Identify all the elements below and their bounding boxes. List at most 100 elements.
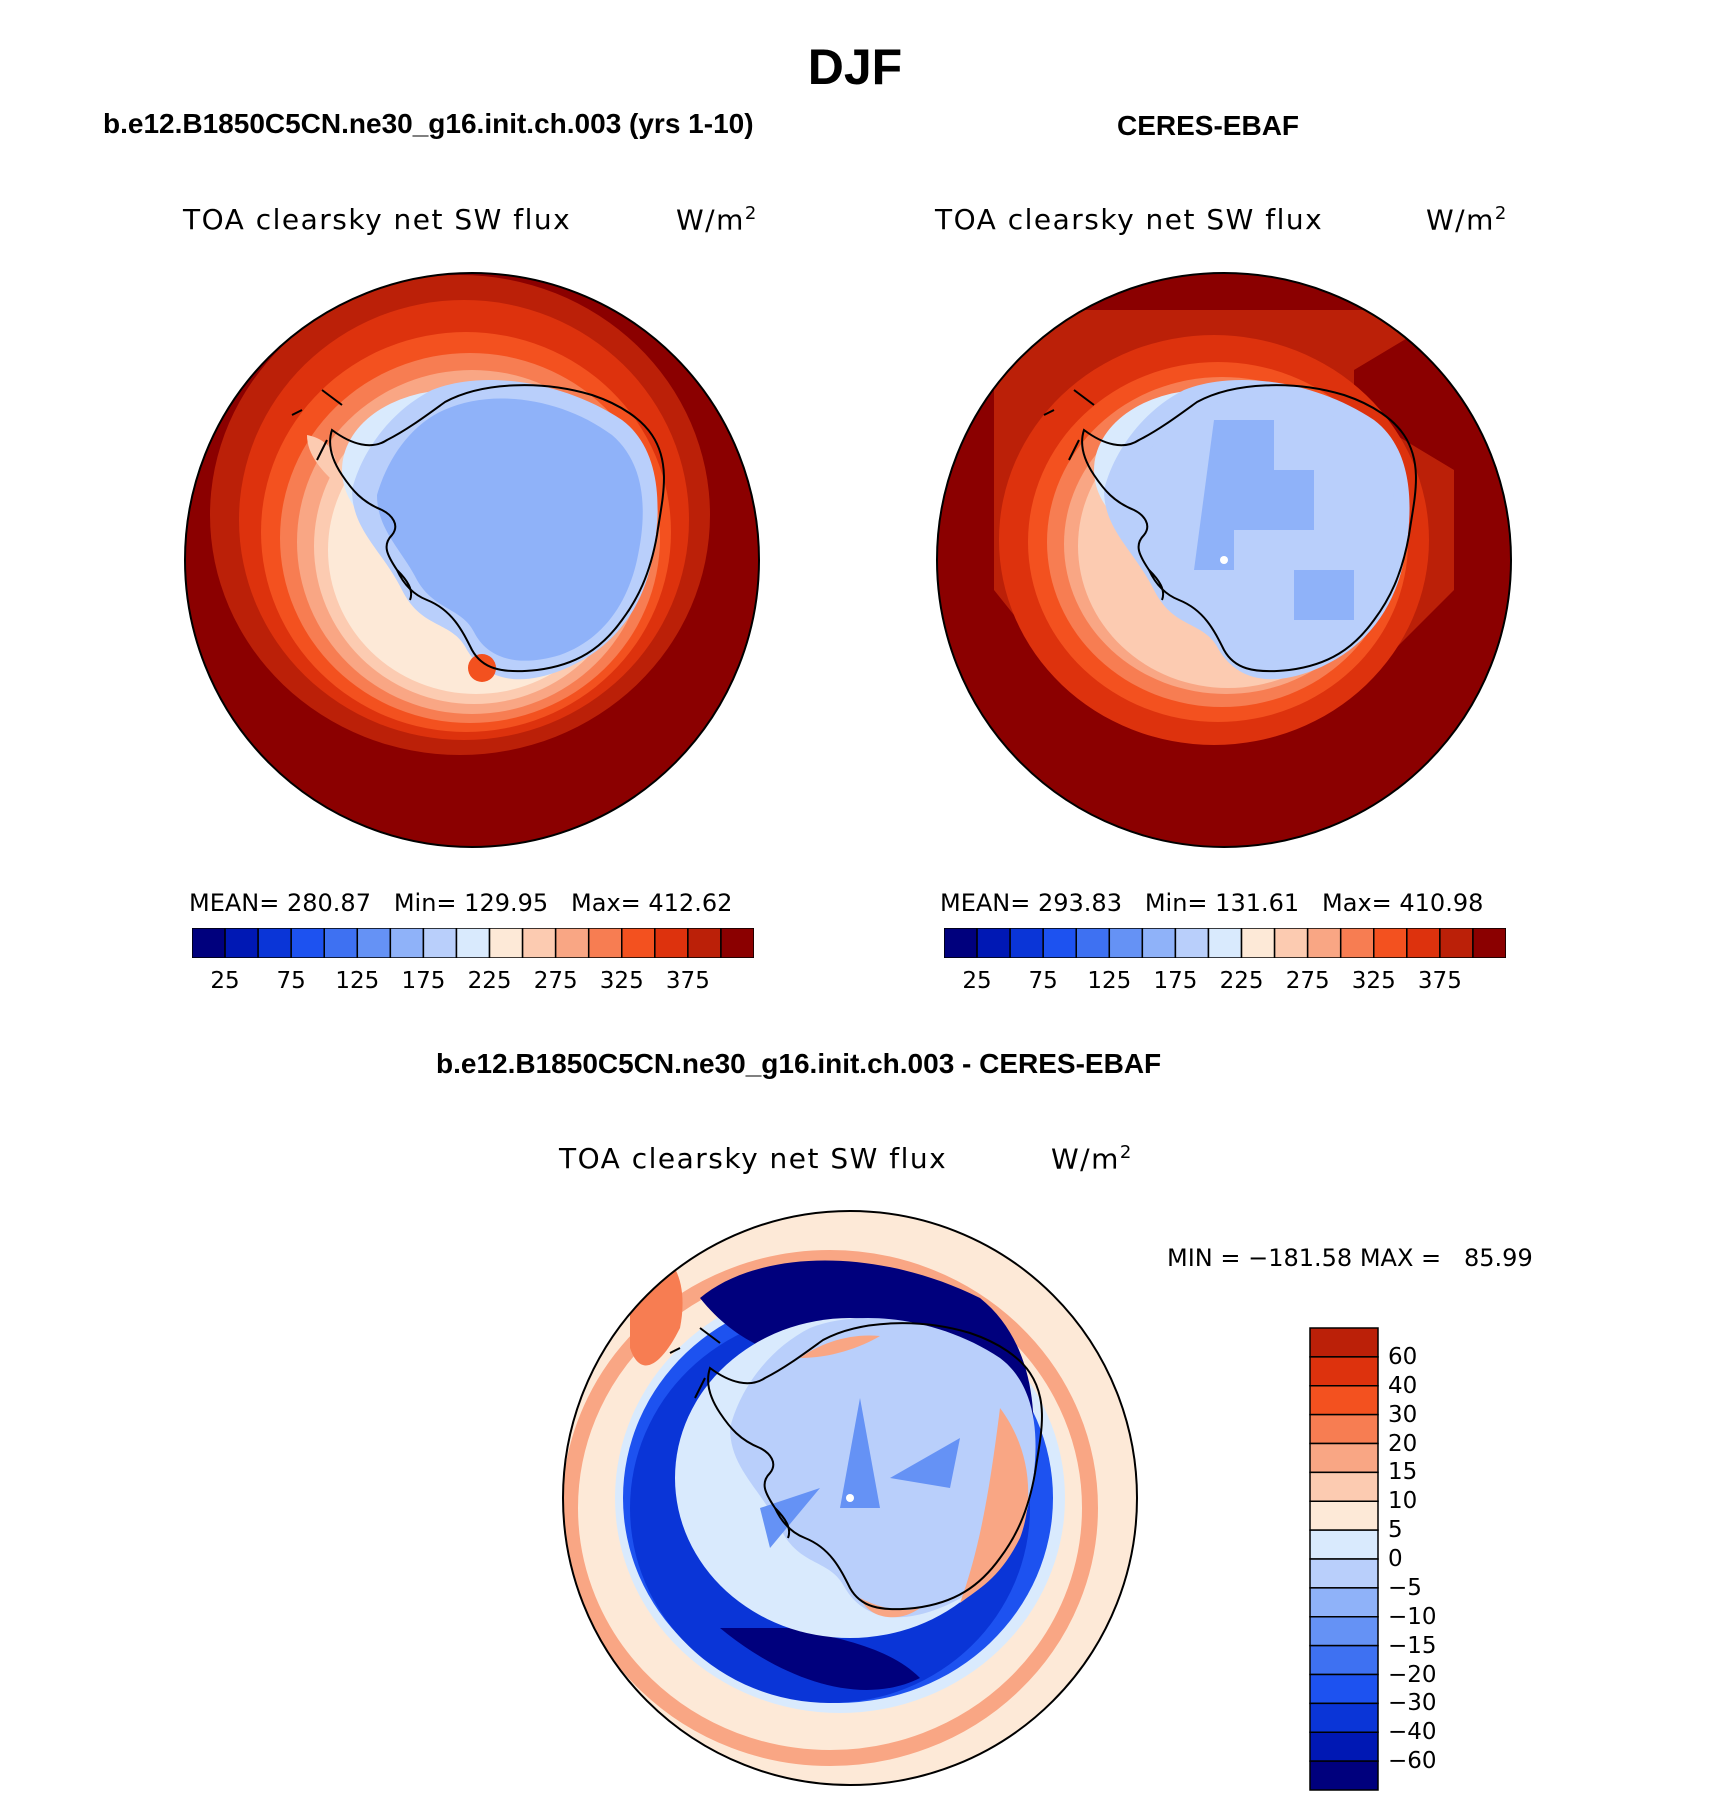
- colorbar-tick-label: 275: [533, 968, 578, 994]
- colorbar-box: [621, 928, 656, 958]
- colorbar-tick-label: 0: [1388, 1546, 1403, 1572]
- colorbar-box: [1373, 928, 1408, 958]
- colorbar-tick-label: 175: [1153, 968, 1198, 994]
- colorbar-box: [422, 928, 458, 958]
- colorbar-box: [356, 928, 392, 958]
- colorbar-box: [1309, 1616, 1379, 1647]
- colorbar-tick-label: −20: [1388, 1661, 1437, 1688]
- panel2-colorbar-labels: 25 75 125 175 225 275 325 375: [944, 966, 1506, 996]
- colorbar-tick-label: 5: [1388, 1517, 1403, 1544]
- panel3-units-label: W/m2: [1051, 1142, 1133, 1176]
- panel2-case-title: CERES-EBAF: [1117, 110, 1300, 141]
- colorbar-box: [1174, 928, 1210, 958]
- colorbar-tick-label: 25: [210, 968, 240, 994]
- colorbar-tick-label: 125: [1087, 968, 1132, 994]
- colorbar-tick-label: 60: [1388, 1343, 1418, 1370]
- colorbar-box: [1472, 928, 1506, 958]
- panel1-polar-map: [184, 272, 760, 848]
- panel1-variable-label: TOA clearsky net SW flux: [183, 203, 572, 236]
- panel1-stats: MEAN= 280.87 Min= 129.95 Max= 412.62: [189, 889, 733, 917]
- colorbar-box: [587, 928, 623, 958]
- colorbar-tick-label: −5: [1388, 1574, 1422, 1601]
- colorbar-box: [1309, 1413, 1379, 1445]
- colorbar-tick-label: 225: [467, 968, 512, 994]
- panel3-case-title: b.e12.B1850C5CN.ne30_g16.init.ch.003 - C…: [436, 1048, 1162, 1079]
- panel2-variable-label: TOA clearsky net SW flux: [935, 203, 1324, 236]
- colorbar-box: [687, 928, 722, 958]
- panel3-difference-map: [562, 1210, 1138, 1786]
- colorbar-tick-label: −60: [1388, 1748, 1437, 1775]
- main-title: DJF: [807, 39, 903, 95]
- colorbar-box: [554, 928, 590, 958]
- panel1-colorbar: [192, 928, 754, 958]
- colorbar-box: [1309, 1587, 1379, 1618]
- colorbar-box: [1309, 1442, 1379, 1474]
- colorbar-box: [1309, 1356, 1379, 1387]
- colorbar-box: [1075, 928, 1111, 958]
- colorbar-tick-label: 225: [1219, 968, 1264, 994]
- colorbar-box: [1273, 928, 1309, 958]
- colorbar-box: [1309, 1702, 1379, 1733]
- colorbar-tick-label: −15: [1388, 1632, 1437, 1659]
- panel2-stats: MEAN= 293.83 Min= 131.61 Max= 410.98: [940, 889, 1484, 917]
- colorbar-box: [1141, 928, 1177, 958]
- colorbar-tick-label: 125: [335, 968, 380, 994]
- colorbar-box: [1309, 1673, 1379, 1705]
- colorbar-tick-label: 325: [1351, 968, 1396, 994]
- colorbar-box: [1306, 928, 1342, 958]
- colorbar-box: [323, 928, 359, 958]
- colorbar-box: [521, 928, 557, 958]
- colorbar-box: [1309, 1471, 1379, 1502]
- panel1-units-label: W/m2: [676, 203, 758, 237]
- colorbar-tick-label: 375: [1417, 968, 1462, 994]
- colorbar-box: [976, 928, 1011, 958]
- colorbar-tick-label: 375: [665, 968, 710, 994]
- colorbar-tick-label: 75: [1028, 968, 1058, 994]
- colorbar-tick-label: −10: [1388, 1603, 1437, 1630]
- colorbar-tick-label: 325: [599, 968, 644, 994]
- colorbar-box: [1207, 928, 1243, 958]
- panel2-colorbar: [944, 928, 1506, 958]
- colorbar-box: [1009, 928, 1044, 958]
- panel1-colorbar-labels: 25 75 125 175 225 275 325 375: [192, 966, 754, 996]
- colorbar-tick-label: 40: [1388, 1372, 1418, 1399]
- colorbar-box: [389, 928, 425, 958]
- colorbar-box: [944, 928, 978, 958]
- colorbar-box: [290, 928, 325, 958]
- colorbar-box: [1309, 1327, 1379, 1358]
- panel3-min-max: MIN = −181.58 MAX = 85.99: [1167, 1244, 1533, 1272]
- colorbar-box: [720, 928, 754, 958]
- colorbar-box: [1309, 1760, 1379, 1791]
- panel3-variable-label: TOA clearsky net SW flux: [559, 1142, 948, 1175]
- colorbar-box: [1339, 928, 1375, 958]
- colorbar-tick-label: 10: [1388, 1488, 1418, 1515]
- colorbar-box: [1309, 1644, 1379, 1676]
- colorbar-box: [1309, 1385, 1379, 1416]
- colorbar-tick-label: −40: [1388, 1719, 1437, 1746]
- colorbar-tick-label: 75: [276, 968, 306, 994]
- panel3-colorbar: [1309, 1327, 1379, 1791]
- colorbar-tick-label: 175: [401, 968, 446, 994]
- colorbar-box: [1309, 1500, 1379, 1531]
- colorbar-tick-label: −30: [1388, 1690, 1437, 1717]
- colorbar-box: [1240, 928, 1276, 958]
- colorbar-tick-label: 15: [1388, 1459, 1418, 1486]
- colorbar-box: [1309, 1731, 1379, 1762]
- panel3-colorbar-labels: 60 40 30 20 15 10 5 0 −5 −10 −15 −20 −30 −40 −60: [1388, 1326, 1488, 1792]
- panel2-polar-map: [936, 272, 1512, 848]
- colorbar-box: [455, 928, 491, 958]
- colorbar-tick-label: 275: [1285, 968, 1330, 994]
- colorbar-tick-label: 30: [1388, 1401, 1418, 1428]
- colorbar-box: [1042, 928, 1077, 958]
- colorbar-box: [192, 928, 226, 958]
- panel2-units-label: W/m2: [1426, 203, 1508, 237]
- colorbar-box: [1309, 1558, 1379, 1589]
- colorbar-box: [654, 928, 689, 958]
- panel1-case-title: b.e12.B1850C5CN.ne30_g16.init.ch.003 (yr…: [103, 108, 754, 139]
- colorbar-box: [1108, 928, 1144, 958]
- colorbar-box: [488, 928, 524, 958]
- colorbar-box: [1406, 928, 1441, 958]
- colorbar-box: [257, 928, 292, 958]
- colorbar-box: [224, 928, 259, 958]
- colorbar-tick-label: 25: [962, 968, 992, 994]
